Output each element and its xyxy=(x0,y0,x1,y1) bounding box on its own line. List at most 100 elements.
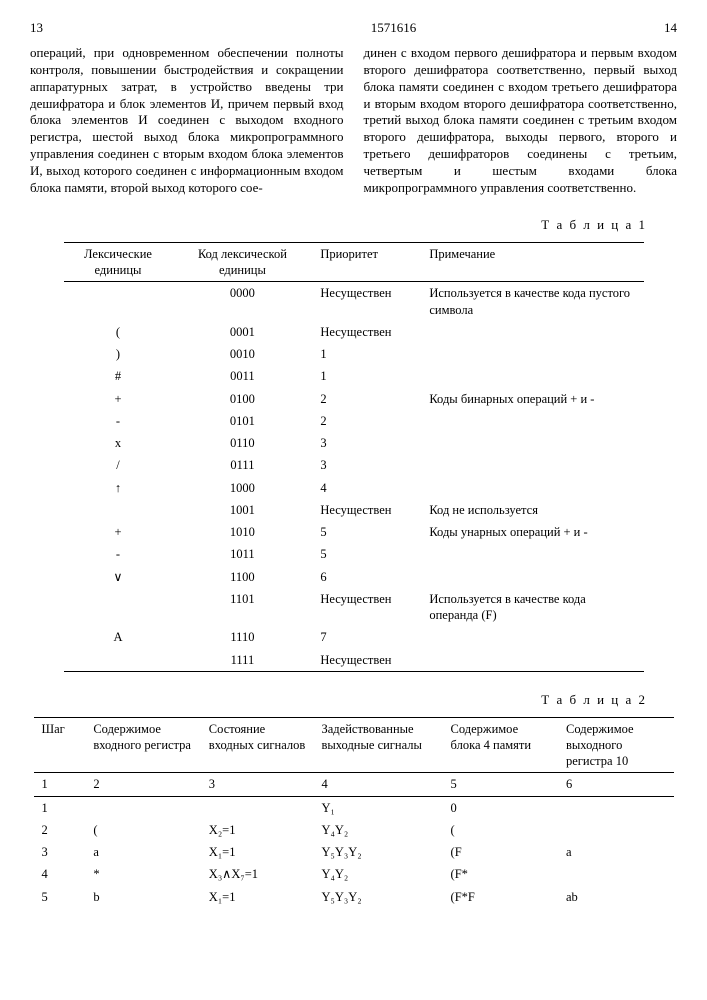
table-cell: 1101 xyxy=(173,588,313,627)
table-cell: 4 xyxy=(34,863,86,885)
table-cell xyxy=(64,649,173,672)
t1-h3: Приоритет xyxy=(312,242,421,282)
right-column: динен с входом первого дешифратора и пер… xyxy=(364,45,678,197)
table-cell: 1000 xyxy=(173,477,313,499)
table-cell: 1001 xyxy=(173,499,313,521)
table-cell: / xyxy=(64,454,173,476)
table-cell: x xyxy=(64,432,173,454)
table-cell: Несуществен xyxy=(312,588,421,627)
table-cell: + xyxy=(64,388,173,410)
table-cell xyxy=(64,499,173,521)
table-cell: Y₄Y₂ xyxy=(313,863,442,885)
table-cell: Y₅Y₃Y₂ xyxy=(313,841,442,863)
table-cell xyxy=(558,819,674,841)
t1-h4: Примечание xyxy=(421,242,643,282)
table-cell: Несуществен xyxy=(312,499,421,521)
table-cell: 0000 xyxy=(173,282,313,321)
table-cell: Коды бинарных операций + и - xyxy=(421,388,643,410)
table-row: ∨11006 xyxy=(64,566,644,588)
table-cell: Несуществен xyxy=(312,282,421,321)
table-cell: 1011 xyxy=(173,543,313,565)
t2-sh6: 6 xyxy=(558,773,674,796)
table-row: 4*X₃∧X₇=1Y₄Y₂(F* xyxy=(34,863,674,885)
t2-h6: Содержимое выходного регистра 10 xyxy=(558,717,674,773)
table-cell: 5 xyxy=(312,543,421,565)
table-cell: b xyxy=(85,886,200,908)
table-cell: Код не используется xyxy=(421,499,643,521)
table2-caption: Т а б л и ц а 2 xyxy=(30,692,647,709)
table-cell xyxy=(421,321,643,343)
table-cell: ( xyxy=(64,321,173,343)
table-row: 1Y₁0 xyxy=(34,796,674,819)
table-row: +10105Коды унарных операций + и - xyxy=(64,521,644,543)
table-cell: 5 xyxy=(34,886,86,908)
table-cell: a xyxy=(558,841,674,863)
left-column: операций, при одновременном обеспечении … xyxy=(30,45,344,197)
table2: Шаг Содержимое входного регистра Состоян… xyxy=(34,717,674,908)
table-cell: 0100 xyxy=(173,388,313,410)
table-cell: Используется в качестве кода операнда (F… xyxy=(421,588,643,627)
table-row: -01012 xyxy=(64,410,644,432)
table-cell xyxy=(421,566,643,588)
table-row: ↑10004 xyxy=(64,477,644,499)
table-cell: 2 xyxy=(34,819,86,841)
t2-sh2: 2 xyxy=(85,773,200,796)
table-cell: X₃∧X₇=1 xyxy=(201,863,314,885)
table-cell xyxy=(421,410,643,432)
table-cell: - xyxy=(64,410,173,432)
table-cell: 4 xyxy=(312,477,421,499)
table-cell: * xyxy=(85,863,200,885)
table-cell: Используется в качестве кода пустого сим… xyxy=(421,282,643,321)
table-row: 5bX₁=1Y₅Y₃Y₂(F*Fab xyxy=(34,886,674,908)
table-cell: (F*F xyxy=(443,886,558,908)
t2-h3: Состояние входных сигналов xyxy=(201,717,314,773)
t2-sh1: 1 xyxy=(34,773,86,796)
table-cell: 0001 xyxy=(173,321,313,343)
table-cell: Коды унарных операций + и - xyxy=(421,521,643,543)
table-cell: ↑ xyxy=(64,477,173,499)
table-cell: 5 xyxy=(312,521,421,543)
table-cell: X₁=1 xyxy=(201,841,314,863)
table-cell xyxy=(201,796,314,819)
table-row: +01002Коды бинарных операций + и - xyxy=(64,388,644,410)
table-cell: 2 xyxy=(312,410,421,432)
t2-h4: Задействованные выходные сигналы xyxy=(313,717,442,773)
table-cell: 3 xyxy=(312,432,421,454)
table-cell: 0010 xyxy=(173,343,313,365)
table-cell: 1 xyxy=(34,796,86,819)
t2-sh3: 3 xyxy=(201,773,314,796)
table-cell xyxy=(421,454,643,476)
table-cell: Несуществен xyxy=(312,649,421,672)
t2-sh5: 5 xyxy=(443,773,558,796)
table-cell: X₂=1 xyxy=(201,819,314,841)
table-row: 1111Несуществен xyxy=(64,649,644,672)
table-cell xyxy=(421,543,643,565)
page-num-right: 14 xyxy=(664,20,677,37)
table-cell: 3 xyxy=(34,841,86,863)
table-cell: # xyxy=(64,365,173,387)
table-cell: (F* xyxy=(443,863,558,885)
table-row: )00101 xyxy=(64,343,644,365)
t1-h2: Код лексической единицы xyxy=(173,242,313,282)
table-cell xyxy=(421,649,643,672)
table-cell: ab xyxy=(558,886,674,908)
table-cell xyxy=(85,796,200,819)
table-row: 2(X₂=1Y₄Y₂( xyxy=(34,819,674,841)
table-cell: 6 xyxy=(312,566,421,588)
table-cell: ( xyxy=(443,819,558,841)
table-cell: a xyxy=(85,841,200,863)
table1-header-row: Лексические единицы Код лексической един… xyxy=(64,242,644,282)
t2-h1: Шаг xyxy=(34,717,86,773)
table-cell: 1 xyxy=(312,365,421,387)
table-cell: 1110 xyxy=(173,626,313,648)
table-cell xyxy=(421,626,643,648)
table-cell xyxy=(558,863,674,885)
table-row: /01113 xyxy=(64,454,644,476)
table-row: #00111 xyxy=(64,365,644,387)
table-cell: (F xyxy=(443,841,558,863)
table1: Лексические единицы Код лексической един… xyxy=(64,242,644,672)
t2-sh4: 4 xyxy=(313,773,442,796)
table-cell: ) xyxy=(64,343,173,365)
table-cell: Y₅Y₃Y₂ xyxy=(313,886,442,908)
table-cell xyxy=(421,365,643,387)
